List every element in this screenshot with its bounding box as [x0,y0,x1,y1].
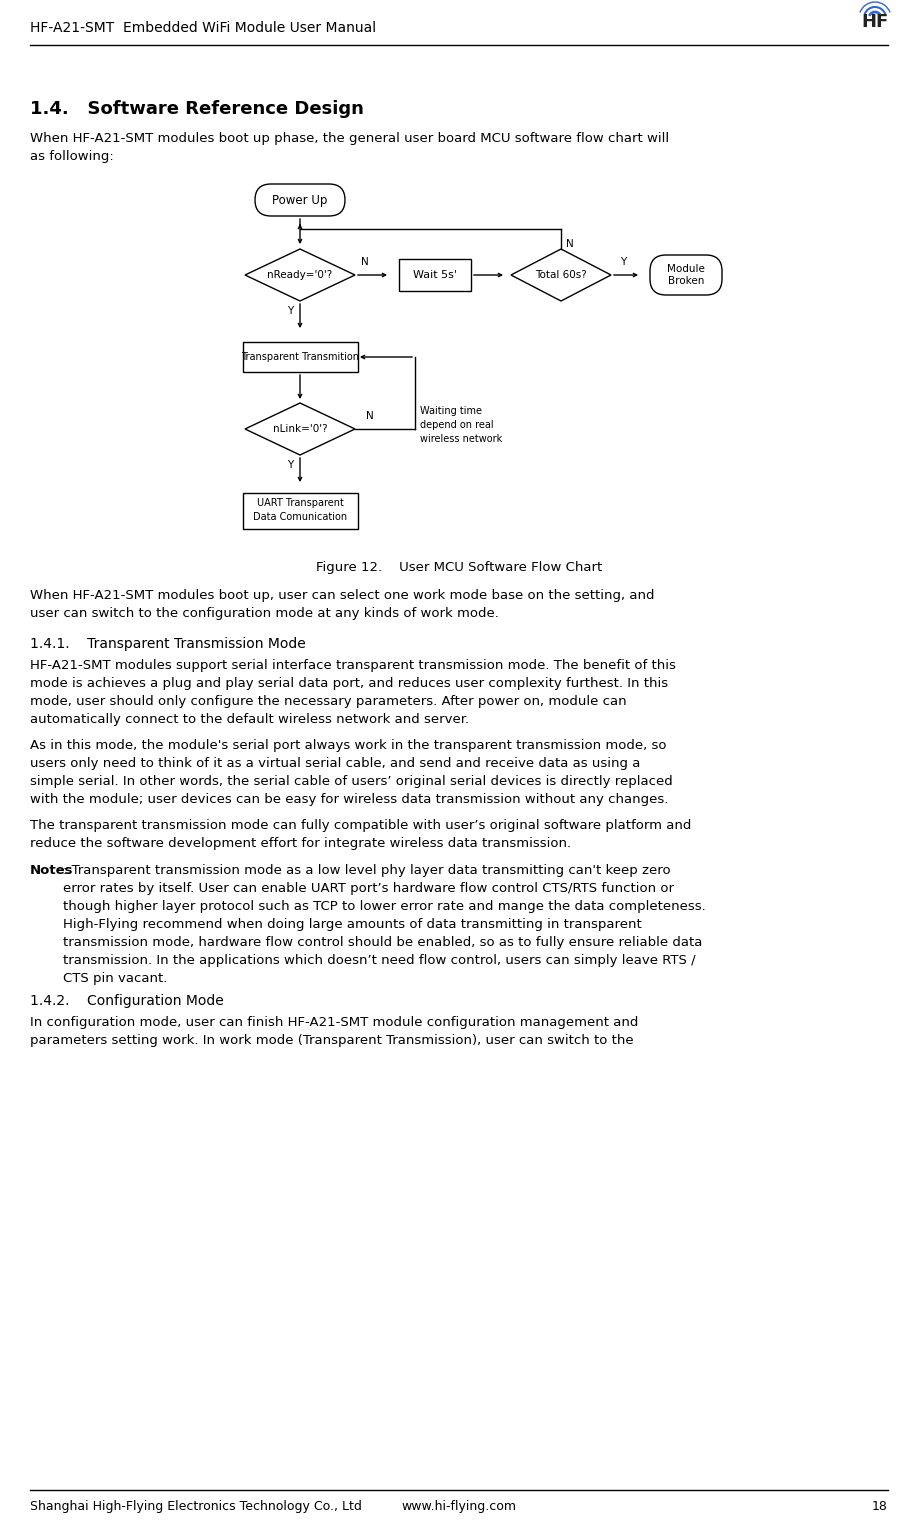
Text: depend on real: depend on real [420,420,494,430]
Text: nReady='0'?: nReady='0'? [267,270,332,279]
Text: Power Up: Power Up [273,194,328,206]
Text: Y: Y [287,459,293,470]
Text: N: N [566,240,574,249]
Text: Notes: Notes [30,864,73,877]
Text: In configuration mode, user can finish HF-A21-SMT module configuration managemen: In configuration mode, user can finish H… [30,1016,638,1047]
FancyBboxPatch shape [650,255,722,295]
Text: Shanghai High-Flying Electronics Technology Co., Ltd: Shanghai High-Flying Electronics Technol… [30,1500,362,1512]
Text: When HF-A21-SMT modules boot up phase, the general user board MCU software flow : When HF-A21-SMT modules boot up phase, t… [30,133,669,163]
Text: HF-A21-SMT modules support serial interface transparent transmission mode. The b: HF-A21-SMT modules support serial interf… [30,659,676,726]
Text: Module: Module [667,264,705,275]
Text: nLink='0'?: nLink='0'? [273,424,328,433]
Text: When HF-A21-SMT modules boot up, user can select one work mode base on the setti: When HF-A21-SMT modules boot up, user ca… [30,589,655,620]
Text: Figure 12.    User MCU Software Flow Chart: Figure 12. User MCU Software Flow Chart [316,562,602,574]
Text: 1.4.   Software Reference Design: 1.4. Software Reference Design [30,101,364,118]
Text: Y: Y [287,307,293,316]
Text: HF-A21-SMT  Embedded WiFi Module User Manual: HF-A21-SMT Embedded WiFi Module User Man… [30,21,376,35]
Text: Transparent Transmition: Transparent Transmition [241,353,359,362]
Polygon shape [245,249,355,301]
Text: Total 60s?: Total 60s? [535,270,587,279]
Text: Y: Y [620,256,626,267]
Text: Wait 5s': Wait 5s' [413,270,457,279]
Text: Waiting time: Waiting time [420,406,482,417]
Text: N: N [361,256,369,267]
Text: HF: HF [861,14,889,31]
Text: UART Transparent: UART Transparent [256,497,343,508]
Text: www.hi-flying.com: www.hi-flying.com [401,1500,517,1512]
Polygon shape [245,403,355,455]
Text: 1.4.1.    Transparent Transmission Mode: 1.4.1. Transparent Transmission Mode [30,636,306,652]
Text: As in this mode, the module's serial port always work in the transparent transmi: As in this mode, the module's serial por… [30,739,673,806]
FancyBboxPatch shape [255,185,345,217]
Text: 1.4.2.    Configuration Mode: 1.4.2. Configuration Mode [30,993,224,1009]
Bar [242,493,357,530]
Text: : Transparent transmission mode as a low level phy layer data transmitting can't: : Transparent transmission mode as a low… [63,864,706,984]
Bar [399,259,471,291]
Text: wireless network: wireless network [420,433,502,444]
Text: Data Comunication: Data Comunication [253,513,347,522]
Polygon shape [511,249,611,301]
Bar [242,342,357,372]
Text: N: N [366,410,374,421]
Text: The transparent transmission mode can fully compatible with user’s original soft: The transparent transmission mode can fu… [30,819,691,850]
Text: 18: 18 [872,1500,888,1512]
Text: Broken: Broken [667,276,704,285]
